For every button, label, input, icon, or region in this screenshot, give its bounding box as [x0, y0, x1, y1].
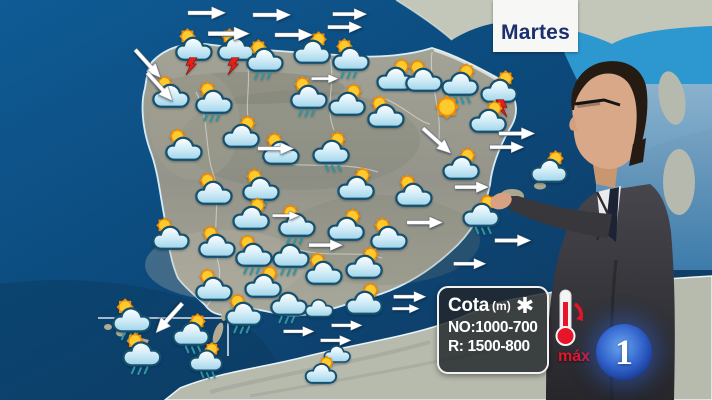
- snowflake-icon: ✱: [515, 292, 535, 318]
- presenter-hair: [571, 61, 648, 146]
- cota-row-northwest: NO:1000-700: [448, 318, 538, 336]
- max-temperature-indicator: máx: [552, 288, 592, 372]
- presenter-hand: [490, 192, 512, 210]
- max-label: máx: [557, 348, 591, 365]
- presenter-face: [572, 65, 645, 170]
- cota-row-rest: R: 1500-800: [448, 338, 530, 356]
- cota-unit: (m): [492, 299, 511, 314]
- presenter-arm: [505, 196, 612, 238]
- channel-logo: 1: [596, 324, 652, 380]
- cota-title: Cota: [448, 295, 490, 316]
- corsica-island: [658, 71, 686, 125]
- iberia-land: [141, 42, 517, 317]
- thermometer-icon: [555, 289, 583, 346]
- sardinia-island: [663, 149, 695, 215]
- presenter-glasses: [574, 98, 621, 107]
- day-label-text: Martes: [501, 21, 570, 44]
- channel-logo-text: 1: [615, 332, 633, 372]
- day-label: Martes: [493, 0, 578, 52]
- snow-level-legend: Cota (m) ✱ NO:1000-700 R: 1500-800: [437, 286, 549, 374]
